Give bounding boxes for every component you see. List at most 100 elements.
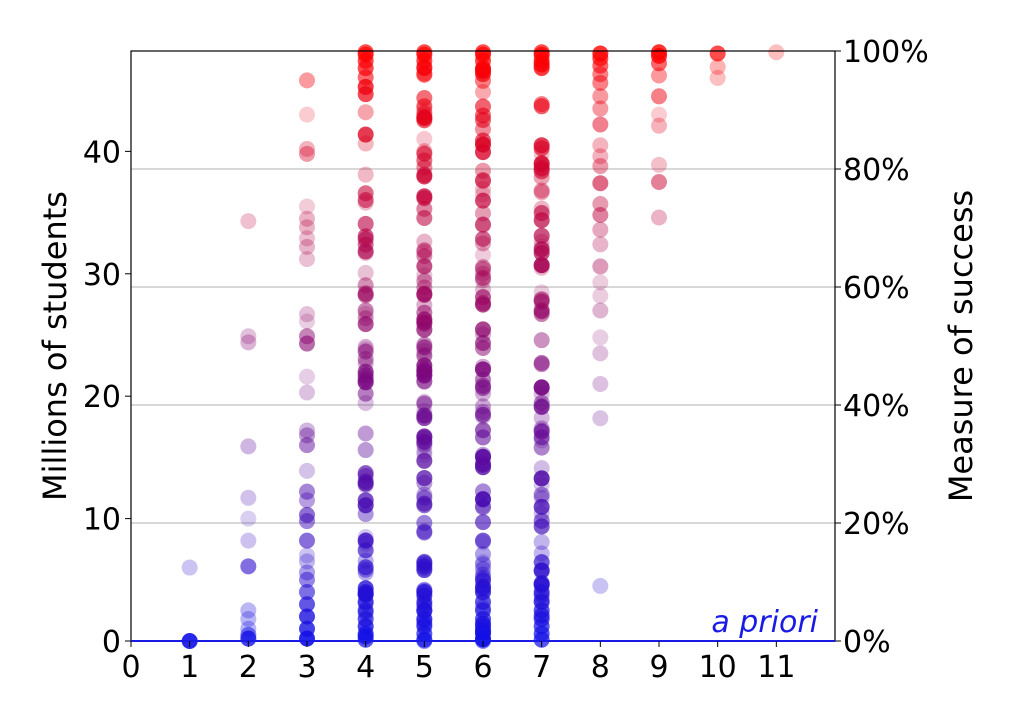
scatter-point (416, 248, 433, 265)
scatter-point (357, 497, 374, 514)
scatter-point (475, 217, 491, 234)
scatter-point (592, 45, 609, 62)
scatter-point (416, 44, 433, 61)
scatter-point (416, 372, 433, 389)
y2-tick-label: 80% (843, 153, 910, 188)
scatter-point (475, 404, 491, 421)
scatter-point (533, 563, 550, 580)
scatter-point (357, 243, 374, 260)
scatter-point (357, 316, 374, 333)
x-tick-label: 0 (121, 650, 140, 685)
scatter-point (533, 200, 550, 217)
scatter-point (475, 259, 491, 276)
axis-ticks: 0% 20% 40% 60% 80% 100% 0 10 20 30 40 0 1 2 3 4 5 6 7 8 9 10 1… (83, 35, 929, 685)
scatter-point (475, 566, 491, 583)
scatter-point (592, 258, 609, 275)
scatter-point (240, 510, 257, 527)
scatter-point (357, 542, 374, 559)
scatter-point (592, 137, 609, 154)
scatter-point (357, 126, 374, 143)
data-points (181, 44, 785, 649)
scatter-point (416, 188, 433, 205)
scatter-point (416, 524, 433, 541)
scatter-point (592, 207, 609, 224)
scatter-point (475, 556, 491, 573)
scatter-point (357, 192, 374, 209)
scatter-point (416, 258, 433, 275)
scatter-point (357, 277, 374, 294)
scatter-point (299, 564, 315, 581)
x-tick-label: 7 (532, 650, 551, 685)
scatter-point (475, 230, 491, 247)
scatter-point (299, 72, 315, 89)
scatter-point (533, 354, 550, 371)
scatter-point (475, 546, 491, 563)
scatter-point (416, 108, 433, 125)
scatter-point (416, 267, 433, 284)
scatter-point (533, 584, 550, 601)
scatter-point (416, 428, 433, 445)
scatter-point (240, 610, 257, 627)
scatter-point (299, 483, 315, 500)
scatter-point (416, 273, 433, 290)
scatter-point (475, 584, 491, 601)
scatter-point (416, 489, 433, 506)
scatter-point (475, 270, 491, 287)
scatter-point (299, 219, 315, 236)
scatter-point (416, 90, 433, 107)
scatter-point (299, 145, 315, 162)
scatter-point (416, 166, 433, 183)
scatter-point (475, 514, 491, 531)
scatter-point (475, 569, 491, 586)
scatter-point (357, 302, 374, 319)
scatter-point (592, 287, 609, 304)
scatter-point (533, 44, 550, 61)
scatter-point (533, 163, 550, 180)
scatter-point (592, 302, 609, 319)
a-priori-annotation: a priori (711, 605, 818, 640)
scatter-point (533, 379, 550, 396)
scatter-point (240, 213, 257, 230)
scatter-point (357, 86, 374, 103)
scatter-point (240, 328, 257, 345)
scatter-point (416, 452, 433, 469)
scatter-point (299, 384, 315, 401)
scatter-point (416, 410, 433, 427)
scatter-point (475, 408, 491, 425)
scatter-point (357, 533, 374, 550)
scatter-point (651, 44, 667, 61)
scatter-point (475, 269, 491, 286)
scatter-point (533, 332, 550, 349)
scatter-point (475, 44, 491, 61)
scatter-point (533, 227, 550, 244)
scatter-point (533, 182, 550, 199)
scatter-point (299, 584, 315, 601)
scatter-point (533, 512, 550, 529)
scatter-point (416, 336, 433, 353)
scatter-point (299, 608, 315, 625)
scatter-point (592, 274, 609, 291)
scatter-point (357, 350, 374, 367)
scatter-point (475, 132, 491, 149)
scatter-point (357, 468, 374, 485)
scatter-point (533, 291, 550, 308)
scatter-point (357, 264, 374, 281)
scatter-point (357, 584, 374, 601)
x-tick-label: 3 (297, 650, 316, 685)
scatter-point (357, 104, 374, 121)
scatter-point (475, 235, 491, 252)
y-tick-label: 20 (83, 380, 121, 415)
scatter-point (533, 498, 550, 515)
scatter-point (416, 200, 433, 217)
scatter-point (533, 470, 550, 487)
scatter-point (475, 429, 491, 446)
scatter-point (416, 242, 433, 259)
scatter-point (299, 437, 315, 454)
scatter-point (475, 272, 491, 289)
scatter-point (475, 406, 491, 423)
scatter-point (357, 559, 374, 576)
scatter-point (533, 137, 550, 154)
scatter-point (357, 385, 374, 402)
scatter-point (416, 443, 433, 460)
